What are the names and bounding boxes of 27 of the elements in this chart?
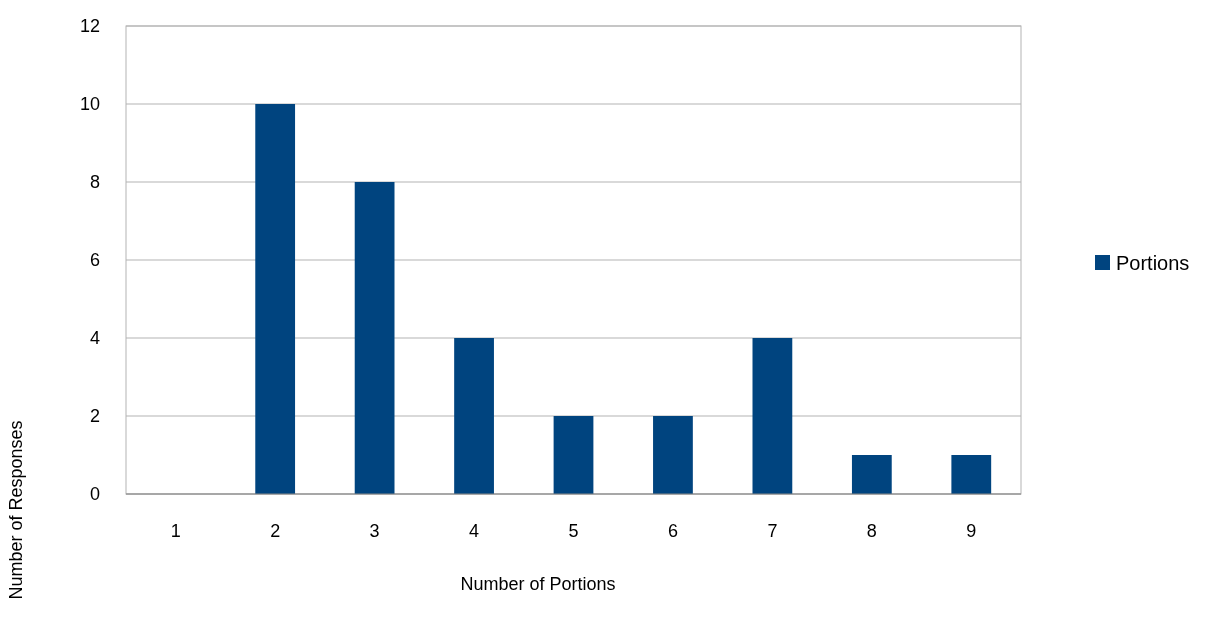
bar [851,455,892,494]
x-tick-label: 9 [966,521,977,541]
bar [951,455,992,494]
x-tick-label: 2 [270,521,281,541]
y-tick-label: 2 [89,406,100,427]
x-tick-label: 4 [469,521,480,541]
y-axis-title: Number of Responses [6,420,26,600]
x-tick-label: 8 [866,521,877,541]
y-tick-label: 10 [79,94,100,115]
bar [653,416,693,494]
y-tick-label: 8 [89,172,100,193]
x-tick-label: 1 [170,521,181,541]
x-tick-label: 3 [369,521,380,541]
y-tick-label: 0 [89,484,100,505]
bar [752,338,793,494]
y-tick-label: 6 [89,250,100,271]
bar [255,104,296,494]
x-tick-label: 6 [667,521,678,541]
x-tick-label: 5 [568,521,579,541]
y-tick-label: 4 [89,328,100,349]
bar [354,182,395,494]
bar [454,338,494,494]
legend-label: Portions [1116,252,1190,274]
x-tick-label: 7 [767,521,778,541]
y-tick-label: 12 [79,16,100,37]
bar [553,416,594,494]
x-axis-title: Number of Portions [460,574,616,594]
